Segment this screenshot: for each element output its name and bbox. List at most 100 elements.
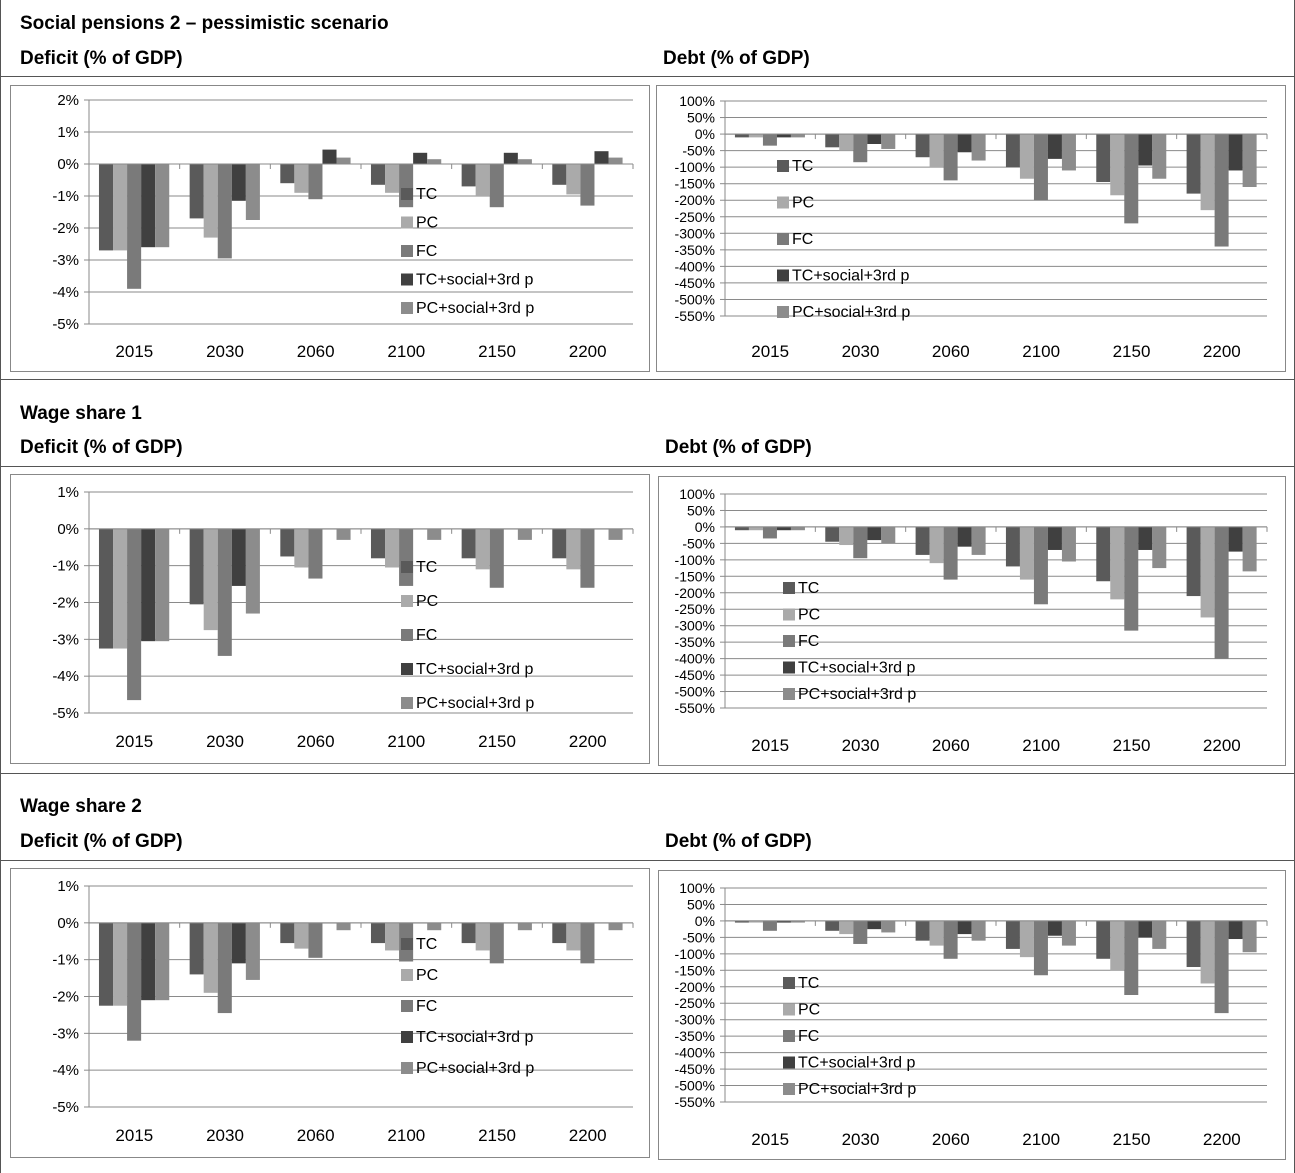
legend-label: FC (798, 1028, 819, 1045)
y-tick-label: -400% (675, 1045, 715, 1061)
bar (762, 526, 777, 539)
bar (915, 134, 930, 158)
bar (98, 922, 114, 1006)
y-tick-label: -2% (52, 595, 79, 612)
divider (0, 773, 1295, 774)
bar (1138, 134, 1153, 166)
bar (113, 922, 128, 1006)
x-tick-label: 2030 (842, 736, 880, 755)
legend-label: PC (416, 215, 438, 232)
x-tick-label: 2030 (842, 342, 880, 361)
y-tick-label: -50% (682, 535, 715, 551)
legend-label: PC (798, 1002, 820, 1019)
legend-label: TC (416, 186, 437, 203)
bar (127, 164, 142, 289)
bar (113, 528, 128, 649)
y-tick-label: 1% (57, 878, 79, 895)
x-tick-label: 2060 (932, 736, 970, 755)
bar (776, 134, 791, 138)
bar (1214, 526, 1229, 659)
y-tick-label: -150% (675, 568, 715, 584)
debt-chart-1: 100% 50% 0% -50% -100% -150% -200% -250% -300% -3… (656, 85, 1286, 372)
bar (189, 528, 204, 605)
bar (385, 164, 400, 193)
bar (1242, 134, 1257, 187)
y-tick-label: 1% (57, 124, 79, 141)
bar (1200, 526, 1215, 618)
bar (734, 920, 749, 923)
bar (141, 528, 156, 642)
bar (776, 920, 791, 923)
bar (929, 526, 944, 564)
bar (1152, 134, 1167, 179)
bar (127, 528, 142, 701)
legend-label: PC+social+3rd p (792, 304, 910, 321)
bar (203, 922, 218, 993)
bar (957, 134, 972, 153)
legend-label: TC+social+3rd p (416, 661, 533, 678)
bar (790, 134, 805, 138)
x-tick-label: 2015 (751, 1130, 789, 1149)
bar (189, 164, 204, 219)
x-tick-label: 2200 (569, 342, 607, 361)
legend-swatch (401, 1031, 413, 1043)
y-tick-label: -250% (675, 601, 715, 617)
bar (762, 920, 777, 931)
debt-label-2: Debt (% of GDP) (665, 437, 812, 458)
divider (0, 379, 1295, 380)
deficit-label-3: Deficit (% of GDP) (20, 831, 183, 852)
bar (155, 164, 170, 248)
y-tick-label: -150% (675, 176, 715, 192)
y-tick-label: 0% (57, 521, 79, 538)
bar (231, 164, 246, 201)
bar (943, 920, 958, 959)
legend-swatch (777, 160, 789, 172)
bar (1242, 526, 1257, 572)
bar (1047, 920, 1062, 936)
bar (580, 164, 595, 206)
bar (294, 922, 309, 949)
deficit-label-2: Deficit (% of GDP) (20, 437, 183, 458)
debt-label-3: Debt (% of GDP) (665, 831, 812, 852)
bar (127, 922, 142, 1041)
bar (971, 920, 986, 941)
bar (1033, 920, 1048, 976)
y-tick-label: -550% (675, 1094, 715, 1110)
bar (853, 526, 868, 559)
legend-label: PC (792, 195, 814, 212)
bar (461, 528, 476, 559)
bar (1005, 134, 1020, 168)
y-tick-label: -50% (682, 929, 715, 945)
y-tick-label: 0% (57, 915, 79, 932)
bar (839, 920, 854, 935)
legend-label: PC+social+3rd p (798, 1081, 916, 1098)
y-tick-label: -3% (52, 1025, 79, 1042)
x-tick-label: 2100 (387, 1126, 425, 1145)
bar (517, 922, 532, 931)
bar (748, 920, 763, 923)
legend-swatch (783, 1003, 795, 1016)
x-tick-label: 2100 (387, 342, 425, 361)
debt-chart-2: 100% 50% 0% -50% -100% -150% -200% -250% -300% -3… (658, 476, 1286, 766)
y-tick-label: -3% (52, 631, 79, 648)
legend-swatch (401, 273, 413, 286)
x-tick-label: 2200 (1203, 1130, 1241, 1149)
bar (475, 922, 490, 951)
bar (762, 134, 777, 146)
bar (413, 152, 428, 164)
legend-swatch (783, 635, 795, 647)
bar (881, 134, 896, 149)
bar (853, 920, 868, 944)
legend-swatch (777, 306, 789, 318)
legend-label: FC (416, 243, 437, 260)
legend-label: FC (416, 998, 437, 1015)
bar (231, 528, 246, 586)
bar (1214, 134, 1229, 247)
bar (1019, 134, 1034, 179)
bar (1110, 920, 1125, 971)
legend-swatch (783, 582, 795, 594)
bar (957, 526, 972, 547)
bar (336, 528, 351, 540)
section-title-1: Social pensions 2 – pessimistic scenario (20, 13, 389, 34)
y-tick-label: -350% (675, 634, 715, 650)
